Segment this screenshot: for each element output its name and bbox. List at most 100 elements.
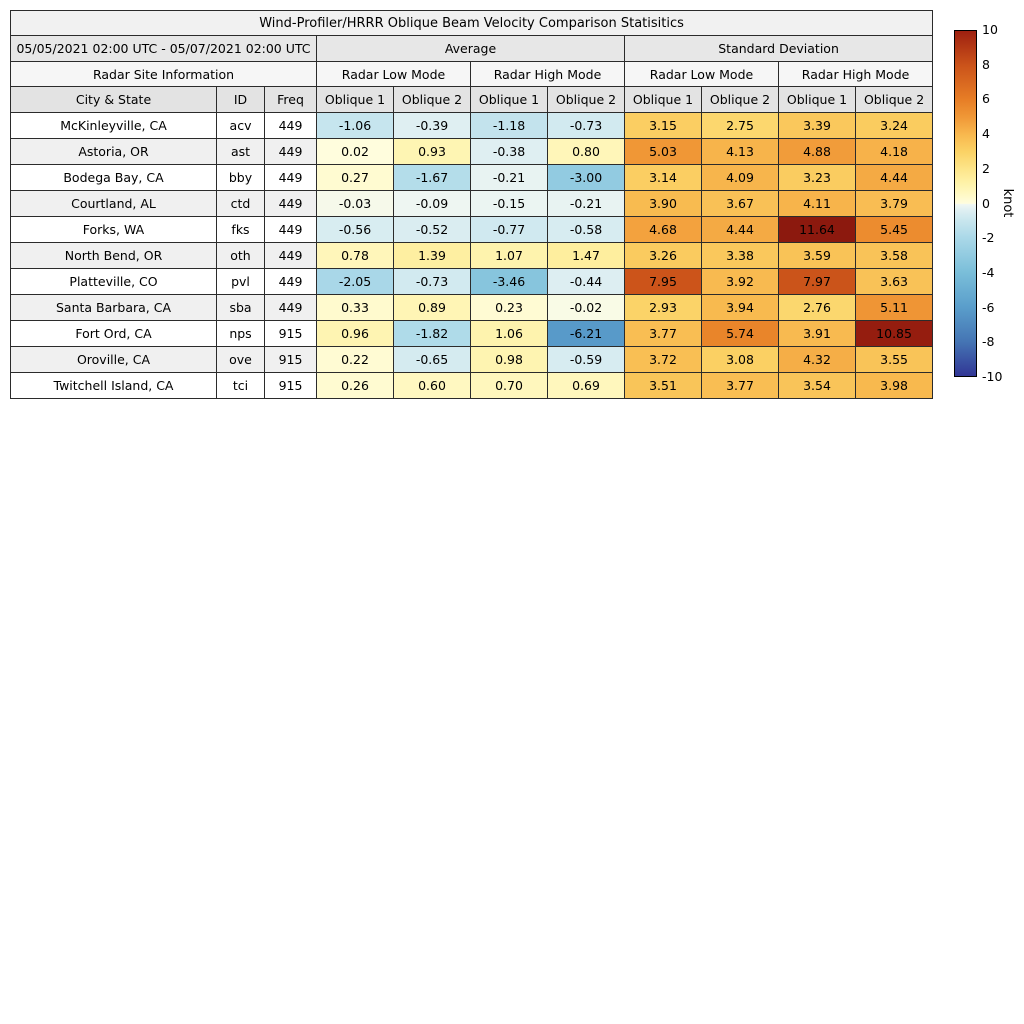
colorbar-tick-label: 6 xyxy=(982,91,990,107)
value-cell: 3.77 xyxy=(624,320,702,347)
value-cell: 4.32 xyxy=(778,346,856,373)
site-id-cell: bby xyxy=(216,164,265,191)
table-row: Bodega Bay, CA bby 449 0.27 -1.67 -0.21 -3.00 3… xyxy=(10,164,934,191)
value-cell: -0.52 xyxy=(393,216,471,243)
city-cell: Oroville, CA xyxy=(10,346,217,373)
value-cell: 3.90 xyxy=(624,190,702,217)
table-row: Oroville, CA ove 915 0.22 -0.65 0.98 -0.59 3.72… xyxy=(10,346,934,373)
value-cell: 0.22 xyxy=(316,346,394,373)
site-id-cell: nps xyxy=(216,320,265,347)
table-row: McKinleyville, CA acv 449 -1.06 -0.39 -1.18 -0… xyxy=(10,112,934,139)
value-cell: 4.88 xyxy=(778,138,856,165)
freq-cell: 915 xyxy=(264,372,317,399)
value-cell: 0.96 xyxy=(316,320,394,347)
city-cell: Bodega Bay, CA xyxy=(10,164,217,191)
freq-cell: 915 xyxy=(264,320,317,347)
value-cell: 1.39 xyxy=(393,242,471,269)
value-cell: 3.72 xyxy=(624,346,702,373)
table-body: McKinleyville, CA acv 449 -1.06 -0.39 -1.18 -0… xyxy=(10,112,934,399)
colorbar-tick-label: 4 xyxy=(982,125,990,141)
mode-header-row: Radar Site Information Radar Low Mode Ra… xyxy=(10,61,934,87)
colorbar-tick-label: 8 xyxy=(982,56,990,72)
value-cell: 3.39 xyxy=(778,112,856,139)
freq-cell: 449 xyxy=(264,112,317,139)
value-cell: 3.98 xyxy=(854,372,934,399)
value-cell: 11.64 xyxy=(778,216,856,243)
value-cell: 5.11 xyxy=(854,294,934,321)
value-cell: -1.06 xyxy=(316,112,394,139)
group-header-row: 05/05/2021 02:00 UTC - 05/07/2021 02:00 … xyxy=(10,35,934,62)
value-cell: 1.06 xyxy=(470,320,548,347)
value-cell: 2.93 xyxy=(624,294,702,321)
column-header: ID xyxy=(216,86,265,113)
value-cell: 4.11 xyxy=(778,190,856,217)
value-cell: 3.92 xyxy=(701,268,779,295)
colorbar-tick-label: -4 xyxy=(982,264,995,280)
table-row: Forks, WA fks 449 -0.56 -0.52 -0.77 -0.58 4.68 4… xyxy=(10,216,934,243)
site-info-header: Radar Site Information xyxy=(10,61,317,87)
mode-header-avg-high: Radar High Mode xyxy=(470,61,625,87)
city-cell: McKinleyville, CA xyxy=(10,112,217,139)
value-cell: -0.38 xyxy=(470,138,548,165)
value-cell: -0.21 xyxy=(470,164,548,191)
value-cell: 0.60 xyxy=(393,372,471,399)
site-id-cell: tci xyxy=(216,372,265,399)
value-cell: 1.47 xyxy=(547,242,625,269)
value-cell: 7.95 xyxy=(624,268,702,295)
site-id-cell: ctd xyxy=(216,190,265,217)
value-cell: 3.24 xyxy=(854,112,934,139)
stats-table: Wind-Profiler/HRRR Oblique Beam Velocity… xyxy=(9,10,934,399)
column-header-row: City & State ID Freq Oblique 1 Oblique 2 Obli… xyxy=(10,86,934,113)
value-cell: 0.02 xyxy=(316,138,394,165)
city-cell: Courtland, AL xyxy=(10,190,217,217)
value-cell: 3.26 xyxy=(624,242,702,269)
column-header: Oblique 1 xyxy=(470,86,548,113)
value-cell: -1.18 xyxy=(470,112,548,139)
column-header: Oblique 2 xyxy=(547,86,625,113)
value-cell: 3.91 xyxy=(778,320,856,347)
value-cell: 3.15 xyxy=(624,112,702,139)
value-cell: -0.73 xyxy=(547,112,625,139)
colorbar-tick-label: 0 xyxy=(982,195,990,211)
value-cell: -0.03 xyxy=(316,190,394,217)
value-cell: -0.73 xyxy=(393,268,471,295)
city-cell: Fort Ord, CA xyxy=(10,320,217,347)
table-row: Twitchell Island, CA tci 915 0.26 0.60 0.70 0.… xyxy=(10,372,934,399)
value-cell: 0.69 xyxy=(547,372,625,399)
value-cell: 3.08 xyxy=(701,346,779,373)
value-cell: 3.54 xyxy=(778,372,856,399)
value-cell: 3.23 xyxy=(778,164,856,191)
value-cell: 10.85 xyxy=(854,320,934,347)
value-cell: 0.98 xyxy=(470,346,548,373)
mode-header-avg-low: Radar Low Mode xyxy=(316,61,471,87)
value-cell: -0.02 xyxy=(547,294,625,321)
value-cell: 5.03 xyxy=(624,138,702,165)
table-row: Santa Barbara, CA sba 449 0.33 0.89 0.23 -0.02… xyxy=(10,294,934,321)
value-cell: -0.65 xyxy=(393,346,471,373)
value-cell: -0.15 xyxy=(470,190,548,217)
value-cell: 4.44 xyxy=(854,164,934,191)
freq-cell: 449 xyxy=(264,138,317,165)
value-cell: -0.44 xyxy=(547,268,625,295)
colorbar xyxy=(954,30,977,377)
value-cell: -1.67 xyxy=(393,164,471,191)
value-cell: 3.59 xyxy=(778,242,856,269)
value-cell: -1.82 xyxy=(393,320,471,347)
title-row: Wind-Profiler/HRRR Oblique Beam Velocity… xyxy=(9,10,934,36)
value-cell: 0.80 xyxy=(547,138,625,165)
mode-header-std-high: Radar High Mode xyxy=(777,61,934,87)
value-cell: 0.33 xyxy=(316,294,394,321)
value-cell: 0.70 xyxy=(470,372,548,399)
city-cell: Platteville, CO xyxy=(10,268,217,295)
colorbar-label: knot xyxy=(1000,188,1015,218)
value-cell: 0.27 xyxy=(316,164,394,191)
site-id-cell: oth xyxy=(216,242,265,269)
city-cell: Astoria, OR xyxy=(10,138,217,165)
colorbar-tick-label: -8 xyxy=(982,334,995,350)
value-cell: -0.58 xyxy=(547,216,625,243)
city-cell: Forks, WA xyxy=(10,216,217,243)
freq-cell: 449 xyxy=(264,268,317,295)
value-cell: 0.78 xyxy=(316,242,394,269)
value-cell: 4.68 xyxy=(624,216,702,243)
city-cell: North Bend, OR xyxy=(10,242,217,269)
